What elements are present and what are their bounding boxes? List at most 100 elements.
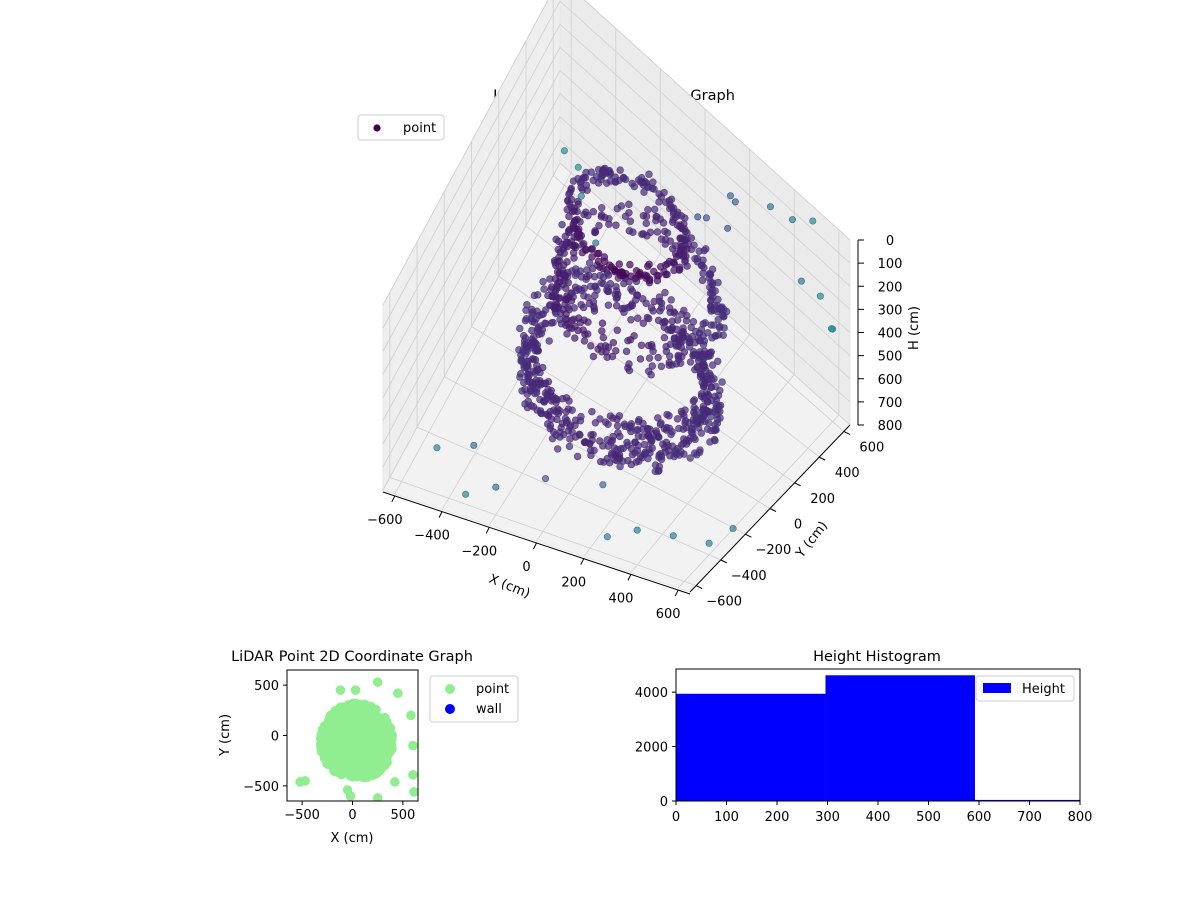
histogram-ytick-2: 4000 xyxy=(635,686,668,701)
chart3d-point-1131 xyxy=(729,525,737,533)
chart3d-point-1111 xyxy=(788,216,796,224)
chart3d-ztick-0: 0 xyxy=(886,234,894,249)
chart3d-point-907 xyxy=(648,343,656,351)
chart3d-ytick-mark-6 xyxy=(843,430,851,435)
chart3d-ztick-1: 100 xyxy=(878,257,903,272)
chart3d-point-646 xyxy=(524,377,532,386)
chart3d-point-300 xyxy=(566,435,574,443)
chart2d-xlabel: X (cm) xyxy=(331,831,374,846)
chart3d-point-836 xyxy=(639,212,648,220)
chart3d-point-471 xyxy=(596,415,604,423)
chart3d-point-1055 xyxy=(573,215,581,224)
chart3d-point-1076 xyxy=(574,175,582,183)
chart3d-point-893 xyxy=(707,321,715,329)
chart3d-point-1103 xyxy=(581,174,590,182)
chart2d-points xyxy=(295,677,418,801)
chart3d-point-1107 xyxy=(566,200,574,208)
chart3d-point-790 xyxy=(598,204,606,212)
chart2d-point-630 xyxy=(338,732,348,743)
chart3d-point-737 xyxy=(587,342,595,350)
chart3d-point-528 xyxy=(571,271,580,279)
histogram-ytick-0: 0 xyxy=(660,795,668,810)
chart3d-point-900 xyxy=(561,272,569,280)
chart3d-point-612 xyxy=(533,347,542,355)
histogram-bar-0 xyxy=(676,693,826,801)
chart3d-point-514 xyxy=(627,316,635,324)
chart3d-point-860 xyxy=(554,303,563,311)
chart3d-point-598 xyxy=(576,417,585,425)
chart3d-point-380 xyxy=(650,297,658,306)
chart3d-point-408 xyxy=(644,424,652,433)
chart2d-ylabel: Y (cm) xyxy=(218,714,233,757)
chart3d-zgrid-4 xyxy=(382,69,851,398)
chart2d-point-638 xyxy=(373,712,384,723)
chart3d-point-1064 xyxy=(621,175,630,184)
histogram-bar-1 xyxy=(825,675,975,801)
chart3d-point-477 xyxy=(696,373,705,381)
chart3d-point-641 xyxy=(596,271,604,280)
chart3d-point-564 xyxy=(697,390,706,398)
chart3d-point-472 xyxy=(613,422,622,430)
chart3d-point-1123 xyxy=(592,239,600,247)
chart3d-ztick-7: 700 xyxy=(878,396,903,411)
chart2d-ytick-1: 0 xyxy=(271,730,279,745)
chart2d-point-699 xyxy=(319,753,330,763)
histogram-legend-label: Height xyxy=(1022,682,1065,697)
chart3d-ztick-4: 400 xyxy=(878,327,903,342)
chart3d-point-831 xyxy=(613,204,622,213)
chart3d-point-678 xyxy=(630,332,638,340)
chart3d-point-625 xyxy=(585,439,594,448)
histogram-legend-swatch xyxy=(983,683,1011,693)
chart3d-xtick-mark-0 xyxy=(391,495,396,503)
chart3d-point-550 xyxy=(613,456,621,465)
chart3d-point-533 xyxy=(692,416,700,425)
chart2d-ticks: −500 0 500 −500 0 500 xyxy=(243,679,415,823)
chart3d-point-488 xyxy=(601,418,610,426)
chart3d-point-361 xyxy=(529,308,537,316)
chart3d-point-587 xyxy=(523,357,531,366)
chart3d-point-778 xyxy=(563,330,571,338)
chart3d-point-795 xyxy=(568,324,576,333)
chart3d-point-607 xyxy=(529,355,538,363)
chart3d-point-642 xyxy=(588,407,596,416)
chart3d-point-1134 xyxy=(542,475,550,483)
scatter3d-chart: LiDAR Point 3D Coordinate Graph −600−400… xyxy=(357,0,922,622)
chart3d-point-840 xyxy=(597,211,606,219)
chart3d-point-455 xyxy=(645,314,653,323)
chart3d-point-623 xyxy=(619,444,628,453)
chart3d-point-509 xyxy=(613,445,621,454)
histogram-xtick-7: 700 xyxy=(1017,810,1042,825)
chart2d-point-690 xyxy=(352,721,362,732)
chart3d-zgrid-1 xyxy=(382,0,851,329)
chart3d-point-970 xyxy=(616,166,624,174)
chart3d-point-95 xyxy=(565,442,574,451)
chart3d-point-203 xyxy=(521,400,529,408)
chart3d-point-1105 xyxy=(671,213,680,221)
chart3d-point-339 xyxy=(568,406,576,414)
chart3d-point-469 xyxy=(577,273,586,281)
chart3d-ytick-mark-2 xyxy=(745,533,752,538)
chart3d-point-630 xyxy=(583,266,591,274)
chart2d-point-654 xyxy=(353,750,363,760)
chart3d-point-562 xyxy=(682,423,690,432)
chart3d-point-898 xyxy=(665,361,673,369)
chart3d-point-1117 xyxy=(726,192,734,200)
chart2d-point-675 xyxy=(329,753,340,764)
chart3d-point-586 xyxy=(708,361,717,369)
chart3d-point-17 xyxy=(604,301,613,309)
chart3d-point-228 xyxy=(520,332,528,340)
chart3d-point-1127 xyxy=(492,483,500,491)
chart3d-points xyxy=(433,147,837,547)
chart3d-ytick-mark-3 xyxy=(769,508,777,512)
chart2d-point-676 xyxy=(372,742,383,752)
chart3d-point-577 xyxy=(661,443,669,452)
chart3d-point-707 xyxy=(680,348,689,356)
chart3d-point-1100 xyxy=(601,169,610,177)
chart3d-point-39 xyxy=(545,337,553,345)
chart3d-point-458 xyxy=(686,454,694,462)
chart3d-point-1118 xyxy=(702,214,710,222)
chart3d-point-1115 xyxy=(724,224,732,232)
chart3d-point-877 xyxy=(548,292,557,300)
chart3d-point-417 xyxy=(522,315,531,323)
chart3d-point-885 xyxy=(613,326,621,334)
